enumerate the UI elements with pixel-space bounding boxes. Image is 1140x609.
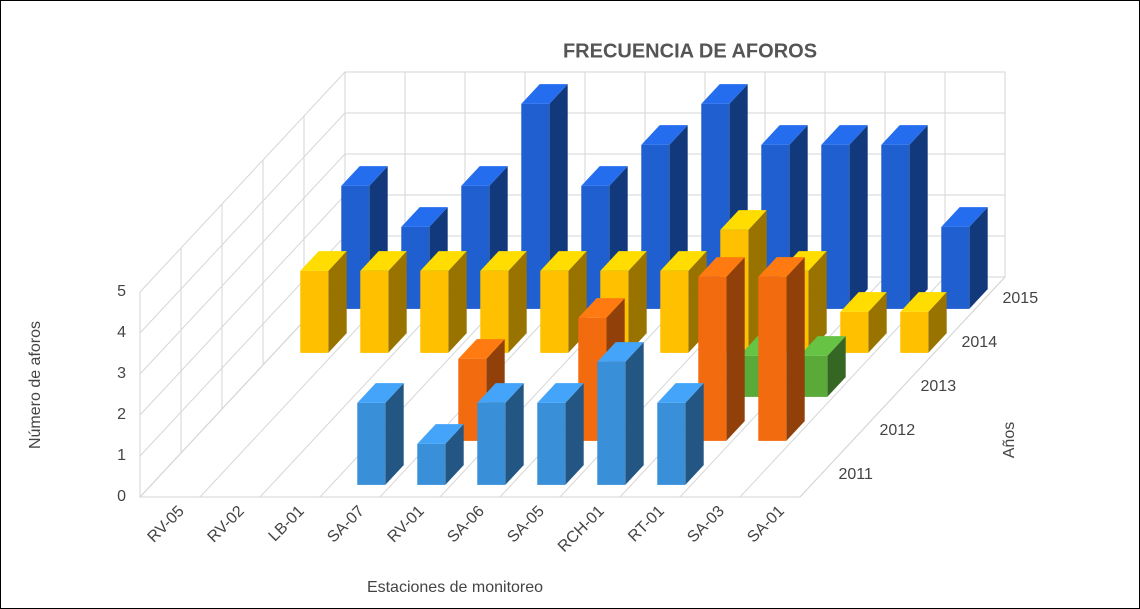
bar-top <box>401 207 448 227</box>
y-tick-label: 0 <box>117 488 126 505</box>
chart-title: FRECUENCIA DE AFOROS <box>563 40 817 62</box>
bar-top <box>537 383 584 403</box>
bar-top <box>458 339 505 359</box>
y-axis-title: Número de aforos <box>27 321 44 449</box>
bar <box>660 270 689 353</box>
bar <box>597 361 626 485</box>
y-tick-label: 2 <box>117 406 126 423</box>
bar-top <box>300 251 347 271</box>
bar-top <box>600 251 647 271</box>
bar <box>758 276 787 441</box>
bar-top <box>578 298 625 318</box>
bar-top <box>480 251 527 271</box>
bar-side <box>726 257 745 441</box>
bar <box>540 270 569 353</box>
bar-top <box>477 383 524 403</box>
bar-top <box>881 125 928 145</box>
z-tick-label: 2011 <box>839 466 874 483</box>
bar-top <box>420 251 467 271</box>
bar-side <box>508 251 527 353</box>
z-axis-title: Años <box>1001 422 1018 458</box>
bar-top <box>799 336 846 356</box>
z-tick-label: 2015 <box>1003 290 1039 307</box>
bar-top <box>597 342 644 362</box>
bar-top <box>540 251 587 271</box>
bar-top <box>701 84 748 104</box>
bar-top <box>821 125 868 145</box>
bar <box>657 402 686 485</box>
bar-side <box>849 125 868 309</box>
bar-side <box>625 342 644 485</box>
bar-top <box>657 383 704 403</box>
bar-top <box>641 125 688 145</box>
z-tick-label: 2012 <box>880 422 916 439</box>
bar-top <box>521 84 568 104</box>
bar-top <box>758 257 805 277</box>
bar-side <box>969 207 988 309</box>
bar-top <box>900 292 947 312</box>
bar-top <box>698 257 745 277</box>
floor-line <box>799 276 1006 498</box>
bar <box>357 402 386 485</box>
bar-side <box>328 251 347 353</box>
bar-side <box>445 424 464 485</box>
bar-top <box>941 207 988 227</box>
bar-top <box>720 210 767 230</box>
bar-side <box>385 383 404 485</box>
bar <box>537 402 566 485</box>
bar-side <box>505 383 524 485</box>
bar-side <box>868 292 887 353</box>
bar-top <box>357 383 404 403</box>
x-axis-title: Estaciones de monitoreo <box>367 579 543 596</box>
bar-top <box>840 292 887 312</box>
bar-side <box>808 251 827 353</box>
y-tick-label: 1 <box>117 447 126 464</box>
bar <box>881 144 910 309</box>
y-tick-label: 3 <box>117 365 126 382</box>
bar-top <box>341 166 388 186</box>
bar-side <box>909 125 928 309</box>
bar <box>417 443 446 485</box>
grid-line <box>139 112 1005 334</box>
bar-side <box>388 251 407 353</box>
bar <box>360 270 389 353</box>
bar <box>900 311 929 353</box>
bar-side <box>565 383 584 485</box>
grid-line <box>139 71 1005 293</box>
bar-top <box>360 251 407 271</box>
bar-side <box>786 257 805 441</box>
bar-side <box>827 336 846 397</box>
bar <box>300 270 329 353</box>
z-tick-label: 2013 <box>921 378 957 395</box>
bar-side <box>928 292 947 353</box>
bar-side <box>448 251 467 353</box>
bar-side <box>685 383 704 485</box>
bar-top <box>417 424 464 444</box>
z-tick-label: 2014 <box>962 334 998 351</box>
bar-top <box>581 166 628 186</box>
bar <box>420 270 449 353</box>
bar-side <box>628 251 647 353</box>
bar-top <box>761 125 808 145</box>
bar-top <box>660 251 707 271</box>
bar-top <box>461 166 508 186</box>
y-tick-label: 5 <box>117 283 126 300</box>
y-tick-label: 4 <box>117 324 126 341</box>
bar <box>477 402 506 485</box>
